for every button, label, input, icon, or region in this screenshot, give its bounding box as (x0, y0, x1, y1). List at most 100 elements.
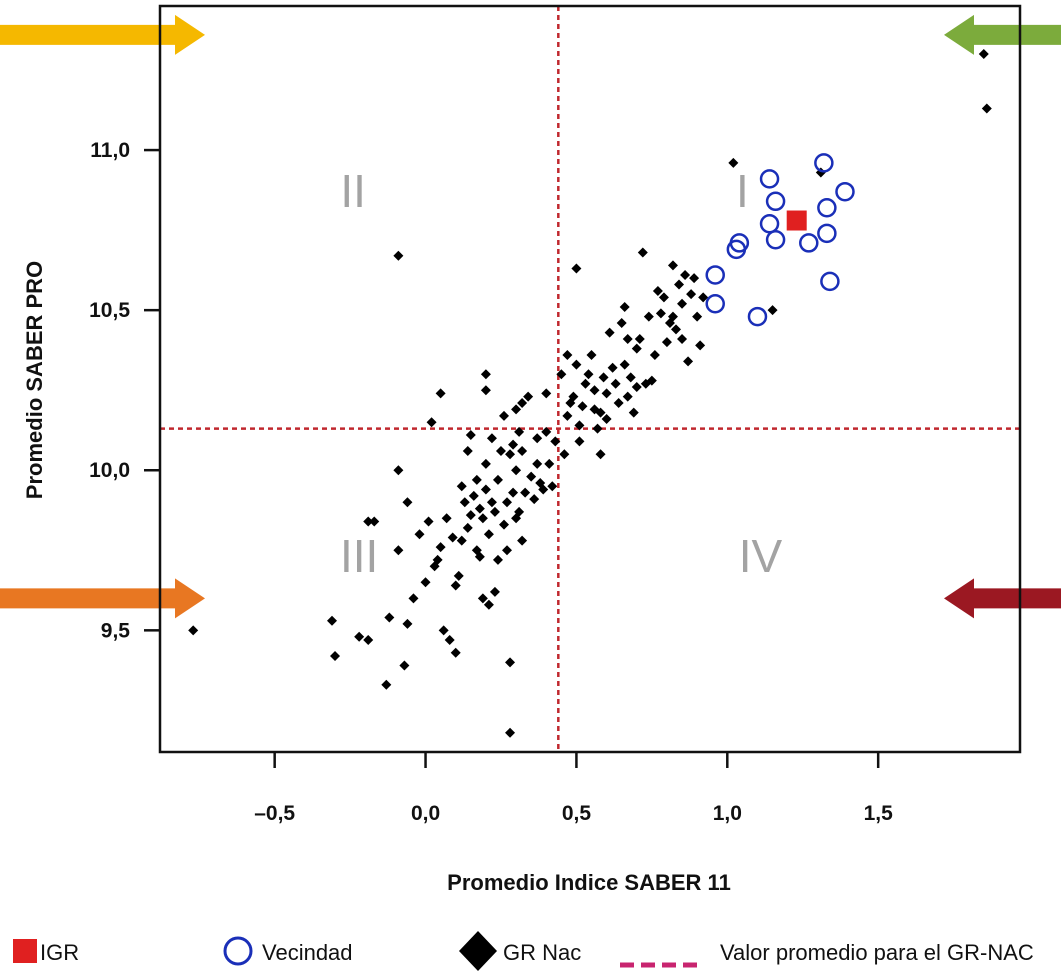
gr-nac-point-84 (541, 426, 552, 437)
gr-nac-point-86 (547, 481, 558, 492)
igr-point-0 (786, 210, 807, 231)
gr-nac-point-62 (505, 657, 516, 668)
gr-nac-point-131 (658, 292, 669, 303)
gr-nac-point-5 (363, 516, 374, 527)
legend-marker-gr-nac (459, 931, 497, 971)
gr-nac-point-7 (381, 679, 392, 690)
vecindad-point-13 (820, 271, 840, 292)
x-tick-label-3: 1,0 (713, 802, 742, 825)
gr-nac-point-16 (414, 529, 425, 540)
gr-nac-point-60 (502, 497, 513, 508)
gr-nac-point-50 (483, 529, 494, 540)
gr-nac-point-115 (619, 301, 630, 312)
gr-nac-point-14 (393, 465, 404, 476)
gr-nac-point-11 (402, 618, 413, 629)
gr-nac-point-89 (559, 449, 570, 460)
vecindad-point-11 (817, 197, 837, 218)
gr-nac-point-31 (456, 535, 467, 546)
gr-nac-point-40 (471, 474, 482, 485)
gr-nac-point-72 (517, 535, 528, 546)
gr-nac-point-33 (459, 497, 470, 508)
gr-nac-point-97 (574, 420, 585, 431)
gr-nac-point-87 (550, 436, 561, 447)
gr-nac-point-21 (432, 554, 443, 565)
gr-nac-point-101 (586, 349, 597, 360)
gr-nac-point-29 (450, 647, 461, 658)
gr-nac-point-9 (393, 545, 404, 556)
gr-nac-point-127 (646, 375, 657, 386)
gr-nac-point-113 (613, 398, 624, 409)
gr-nac-point-58 (499, 519, 509, 530)
gr-nac-point-83 (541, 388, 552, 399)
gr-nac-point-56 (492, 474, 503, 485)
gr-nac-point-109 (601, 414, 612, 425)
gr-nac-point-42 (474, 551, 485, 562)
vecindad-point-1 (705, 294, 725, 314)
gr-nac-point-140 (680, 269, 691, 280)
gr-nac-point-111 (607, 362, 618, 373)
gr-nac-point-116 (619, 359, 630, 370)
gr-nac-point-45 (480, 458, 491, 469)
side-arrow-3 (944, 578, 1061, 619)
gr-nac-point-130 (655, 308, 666, 319)
gr-nac-point-75 (520, 487, 531, 498)
gr-nac-point-91 (562, 349, 573, 360)
gr-nac-point-112 (610, 378, 621, 389)
gr-nac-point-143 (689, 273, 700, 284)
gr-nac-point-18 (423, 516, 434, 527)
gr-nac-point-88 (556, 369, 567, 380)
gr-nac-point-36 (465, 510, 476, 521)
gr-nac-point-12 (402, 497, 413, 508)
legend: IGR Vecindad GR Nac Valor promedio para el … (13, 931, 1034, 971)
gr-nac-point-49 (483, 599, 494, 610)
gr-nac-point-46 (480, 484, 491, 495)
gr-nac-point-25 (441, 513, 452, 524)
legend-label-0: IGR (40, 940, 79, 965)
gr-nac-point-80 (532, 458, 543, 469)
vecindad-point-4 (747, 306, 768, 327)
gr-nac-point-124 (637, 247, 648, 258)
gr-nac-point-108 (601, 388, 612, 399)
gr-nac-point-114 (616, 317, 627, 328)
gr-nac-point-54 (489, 506, 500, 517)
side-arrow-1 (944, 14, 1061, 55)
gr-nac-point-93 (568, 391, 579, 402)
gr-nac-point-136 (671, 324, 681, 335)
plot-frame (158, 4, 1022, 754)
gr-nac-point-24 (438, 625, 449, 636)
gr-nac-point-8 (384, 612, 395, 623)
gr-nac-point-106 (595, 449, 606, 460)
x-tick-label-1: 0,0 (411, 802, 440, 825)
gr-nac-point-135 (667, 311, 678, 322)
gr-nac-point-98 (577, 401, 588, 412)
gr-nac-point-118 (622, 391, 633, 402)
x-tick-label-4: 1,5 (864, 802, 894, 825)
gr-nac-point-95 (571, 263, 582, 274)
gr-nac-point-3 (354, 631, 365, 642)
gr-nac-point-53 (489, 586, 500, 597)
legend-marker-igr (13, 939, 37, 963)
gr-nac-point-61 (502, 545, 513, 556)
gr-nac-point-119 (625, 372, 636, 383)
gr-nac-point-110 (604, 327, 615, 338)
quadrant-label-3: III (340, 530, 378, 582)
gr-nac-point-107 (598, 372, 609, 383)
gr-nac-point-69 (511, 465, 522, 476)
x-tick-label-0: –0,5 (254, 802, 295, 825)
vecindad-point-3 (729, 233, 750, 253)
gr-nac-point-126 (643, 311, 654, 322)
gr-nac-point-105 (595, 407, 606, 418)
gr-nac-point-57 (495, 446, 506, 457)
gr-nac-point-134 (667, 260, 678, 271)
gr-nac-point-1 (327, 615, 337, 626)
y-tick-label-0: 9,5 (101, 619, 131, 642)
gr-nac-point-15 (393, 250, 404, 261)
gr-nac-point-103 (589, 385, 600, 396)
vecindad-point-12 (817, 223, 837, 244)
gr-nac-point-35 (462, 446, 473, 457)
gr-nac-point-79 (532, 433, 543, 444)
gr-nac-point-52 (486, 497, 497, 508)
quadrant-label-1: I (736, 165, 749, 217)
gr-nac-point-73 (517, 446, 528, 457)
vecindad-point-5 (759, 213, 780, 234)
